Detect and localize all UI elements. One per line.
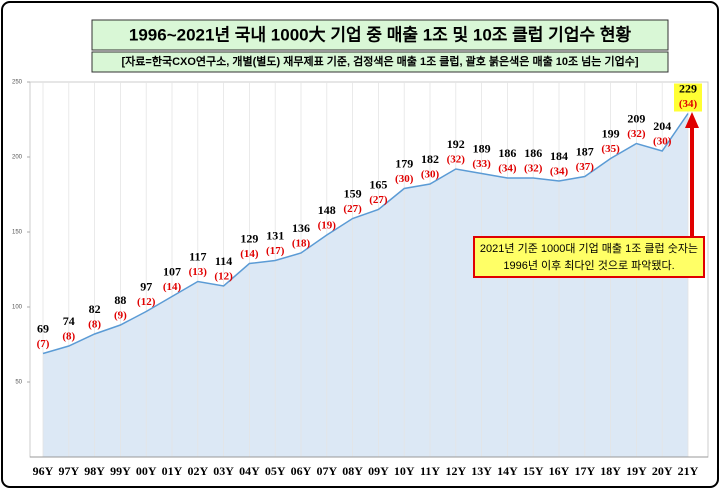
line [42, 113, 689, 355]
x-tick-label: 19Y [626, 464, 647, 478]
data-label: 117 [189, 249, 206, 263]
subtitle: [자료=한국CXO연구소, 개별(별도) 재무제표 기준, 검정색은 매출 1조… [122, 54, 639, 68]
data-label: 192 [447, 137, 465, 151]
data-label: (37) [576, 161, 595, 173]
area [43, 113, 688, 457]
data-label: 82 [89, 302, 101, 316]
x-tick-label: 14Y [497, 464, 518, 478]
data-label: (27) [369, 194, 388, 206]
data-label: 88 [114, 293, 126, 307]
data-label: (30) [395, 173, 414, 185]
x-tick-label: 11Y [420, 464, 440, 478]
x-tick-label: 01Y [162, 464, 183, 478]
data-label: 209 [627, 111, 645, 125]
data-label: 159 [344, 186, 362, 200]
data-label: (35) [601, 143, 620, 155]
data-label: (17) [266, 245, 285, 257]
data-label: 186 [524, 146, 542, 160]
plot: 50 100 150 200 250 96Y 69 (7) 97Y 74 (8) 98Y 82 (8) 99… [12, 80, 709, 478]
data-label: (34) [498, 163, 517, 175]
x-tick-label: 10Y [394, 464, 415, 478]
x-tick-label: 00Y [136, 464, 157, 478]
data-label: (18) [292, 238, 311, 250]
data-label: 204 [653, 119, 671, 133]
data-label: 131 [266, 228, 284, 242]
y-tick-label: 250 [12, 80, 23, 86]
x-tick-label: 98Y [84, 464, 105, 478]
data-label: (33) [472, 158, 491, 170]
data-label: 74 [63, 314, 75, 328]
data-label: 186 [498, 146, 516, 160]
x-tick-label: 07Y [316, 464, 337, 478]
chart-title: 1996~2021년 국내 1000大 기업 중 매출 1조 및 10조 클럽 … [129, 24, 632, 44]
data-label: 189 [473, 141, 491, 155]
data-label: 199 [602, 126, 620, 140]
x-tick-label: 99Y [110, 464, 131, 478]
data-label: (30) [421, 169, 440, 181]
data-label: (14) [163, 281, 182, 293]
data-label: (32) [447, 154, 466, 166]
highlight-box [674, 83, 702, 112]
data-label: 148 [318, 203, 336, 217]
y-tick-label: 50 [15, 380, 22, 386]
y-tick-label: 200 [12, 155, 23, 161]
annotation-box [473, 236, 705, 278]
x-tick-label: 04Y [239, 464, 260, 478]
data-label: (19) [318, 220, 337, 232]
x-tick-label: 15Y [523, 464, 544, 478]
x-tick-label: 12Y [445, 464, 466, 478]
data-label: (34) [550, 166, 569, 178]
title-box [91, 19, 669, 51]
x-tick-label: 18Y [600, 464, 621, 478]
x-tick-label: 08Y [342, 464, 363, 478]
annotation: 2021년 기준 1000대 기업 매출 1조 클럽 숫자는 [480, 241, 698, 255]
data-label: (32) [524, 163, 543, 175]
x-tick-label: 17Y [574, 464, 595, 478]
data-label: 107 [163, 264, 181, 278]
data-label: (30) [653, 136, 672, 148]
data-label: 179 [395, 156, 413, 170]
data-label: (13) [189, 266, 208, 278]
data-label: (12) [214, 271, 233, 283]
data-label: (12) [137, 296, 156, 308]
x-tick-label: 05Y [265, 464, 286, 478]
data-label: (9) [114, 310, 127, 322]
arrow-head [685, 112, 699, 128]
data-label: 129 [240, 231, 258, 245]
annotation: 1996년 이후 최다인 것으로 파악됐다. [503, 259, 674, 272]
x-tick-label: 21Y [678, 464, 699, 478]
data-label: (27) [343, 203, 362, 215]
data-label: 187 [576, 144, 594, 158]
data-label: 69 [37, 321, 49, 335]
x-tick-label: 20Y [652, 464, 673, 478]
x-tick-label: 09Y [368, 464, 389, 478]
data-label: (7) [37, 338, 50, 350]
x-tick-label: 16Y [549, 464, 570, 478]
data-label: 182 [421, 152, 439, 166]
x-tick-label: 97Y [58, 464, 79, 478]
data-label: 136 [292, 221, 310, 235]
data-label: (14) [240, 248, 259, 260]
subtitle-box [91, 51, 669, 73]
data-label: (8) [88, 319, 101, 331]
data-label: 184 [550, 149, 568, 163]
data-label: (32) [627, 128, 646, 140]
x-tick-label: 03Y [213, 464, 234, 478]
y-tick-label: 100 [12, 305, 23, 311]
data-label: 114 [215, 254, 232, 268]
x-tick-label: 06Y [291, 464, 312, 478]
x-tick-label: 02Y [187, 464, 208, 478]
data-label: 165 [369, 177, 387, 191]
x-tick-label: 13Y [471, 464, 492, 478]
y-tick-label: 150 [12, 230, 23, 236]
data-label: 229 [679, 81, 697, 95]
x-tick-label: 96Y [33, 464, 54, 478]
data-label: (34) [679, 98, 698, 110]
data-label: (8) [62, 331, 75, 343]
data-label: 97 [140, 279, 152, 293]
